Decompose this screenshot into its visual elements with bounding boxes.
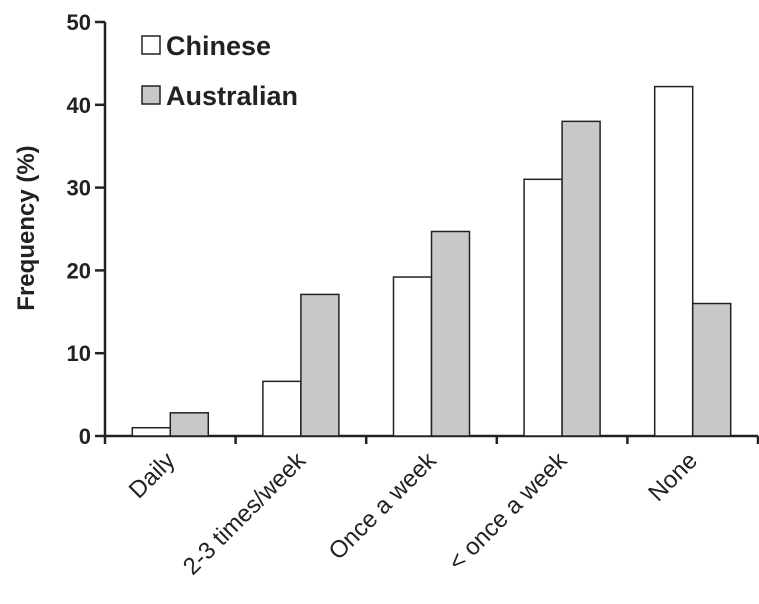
legend-label-australian: Australian [166,81,298,111]
bar-chinese [262,380,302,437]
bar-australian [430,230,471,437]
legend-swatch-australian [141,85,161,105]
x-category-label: None [643,447,703,507]
bar-chinese [523,178,563,437]
x-category-label: Once a week [324,446,443,565]
y-tick-label: 10 [67,341,91,366]
legend: Chinese Australian [141,31,298,111]
y-tick-label: 40 [67,93,91,118]
legend-label-chinese: Chinese [166,31,271,61]
y-tick-label: 50 [67,10,91,35]
bar-australian [300,293,340,437]
bar-chinese [653,85,694,437]
bar-chinese [131,426,172,437]
y-axis-title: Frequency (%) [13,145,40,310]
x-category-label: < once a week [443,446,573,576]
bar-australian [561,120,601,437]
legend-swatch-chinese [141,35,161,55]
x-category-label: Daily [124,447,181,504]
x-category-label: 2-3 times/week [178,446,312,580]
y-tick-label: 20 [67,258,91,283]
bar-chinese [392,276,433,437]
y-tick-label: 30 [67,176,91,201]
y-tick-label: 0 [79,424,91,449]
bar-australian [169,412,210,437]
bar-australian [691,302,732,437]
